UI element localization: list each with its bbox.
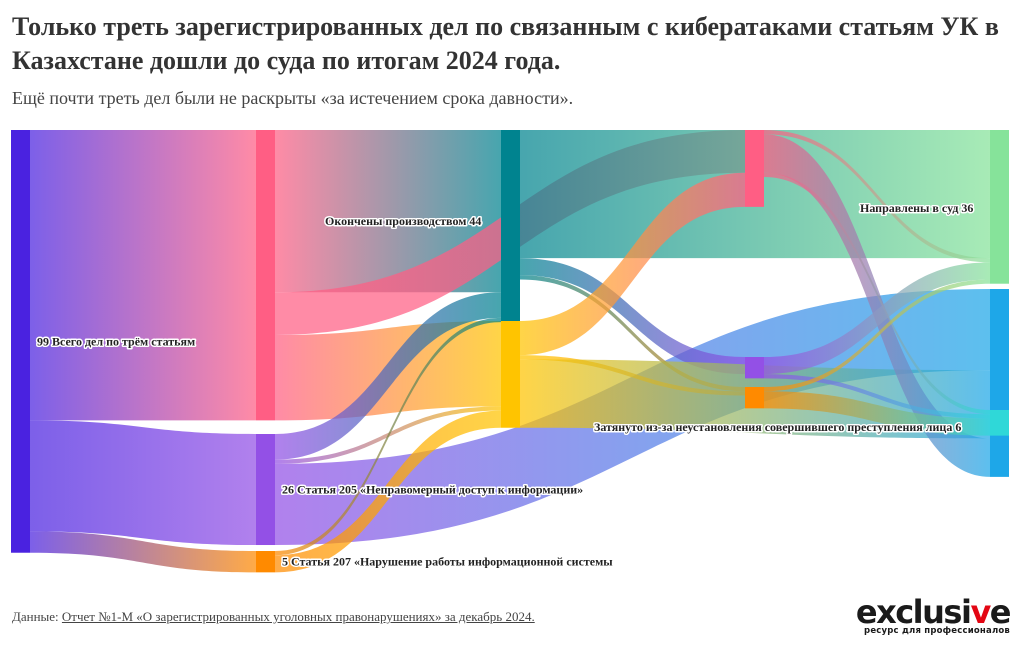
- node-c3[interactable]: [501, 321, 520, 428]
- node-finished[interactable]: [501, 130, 520, 323]
- link-total-to-closed_src[interactable]: [30, 130, 256, 421]
- node-label-total: 99 Всего дел по трём статьям: [37, 334, 195, 348]
- node-c4b[interactable]: [745, 357, 764, 379]
- node-label-a207: 5 Статья 207 «Нарушение работы информаци…: [282, 555, 613, 569]
- link-c4a-to-blue[interactable]: [764, 134, 990, 477]
- link-total-to-a205[interactable]: [30, 420, 256, 546]
- exclusive-logo[interactable]: exclusive ресурс для профессионалов: [855, 593, 1012, 636]
- node-total[interactable]: [11, 130, 30, 553]
- link-a205-to-finished[interactable]: [275, 292, 501, 460]
- node-blue[interactable]: [990, 289, 1009, 477]
- chart-title: Только треть зарегистрированных дел по с…: [12, 12, 999, 75]
- node-c4c[interactable]: [745, 387, 764, 409]
- source-link[interactable]: Отчет №1-М «О зарегистрированных уголовн…: [61, 609, 535, 624]
- link-c4c-to-court[interactable]: [764, 279, 990, 392]
- link-c4c-to-unresolved[interactable]: [764, 391, 990, 436]
- link-finished-to-c4c[interactable]: [520, 275, 745, 392]
- node-label-a205: 26 Статья 205 «Неправомерный доступ к ин…: [282, 483, 583, 497]
- nodes-layer: [11, 130, 1009, 573]
- node-court[interactable]: [990, 130, 1009, 284]
- node-a207[interactable]: [256, 551, 275, 573]
- link-total-to-a207[interactable]: [30, 531, 256, 573]
- data-source: Данные: Отчет №1-М «О зарегистрированных…: [12, 609, 535, 625]
- node-label-court: Направлены в суд 36: [860, 201, 973, 215]
- labels-layer: 99 Всего дел по трём статьям 26 Статья 20…: [36, 200, 975, 571]
- link-finished-to-c4b[interactable]: [520, 258, 745, 375]
- node-label-finished: Окончены производством 44: [325, 214, 481, 228]
- link-c4b-to-court[interactable]: [764, 262, 990, 375]
- sankey-chart: 99 Всего дел по трём статьям 26 Статья 20…: [11, 130, 1009, 573]
- node-label-unresolved: Затянуто из-за неустановления совершивше…: [594, 420, 961, 434]
- chart-subtitle: Ещё почти треть дел были не раскрыты «за…: [12, 88, 574, 108]
- link-a207-to-finished[interactable]: [275, 317, 501, 556]
- link-c4a-to-court[interactable]: [764, 130, 990, 263]
- link-a207-to-c3[interactable]: [275, 410, 501, 573]
- source-prefix: Данные:: [12, 609, 62, 624]
- node-c4a[interactable]: [745, 130, 764, 207]
- link-c4b-to-unresolved[interactable]: [764, 374, 990, 419]
- node-unresolved[interactable]: [990, 410, 1009, 436]
- link-c3-to-c4a[interactable]: [520, 172, 745, 356]
- logo-wordmark: exclusive: [855, 593, 1012, 631]
- node-closed_src[interactable]: [256, 130, 275, 421]
- logo-tagline: ресурс для профессионалов: [864, 626, 1010, 636]
- link-closed_src-to-finished[interactable]: [275, 130, 501, 293]
- node-a205[interactable]: [256, 434, 275, 546]
- link-c4a-to-unresolved[interactable]: [764, 172, 990, 415]
